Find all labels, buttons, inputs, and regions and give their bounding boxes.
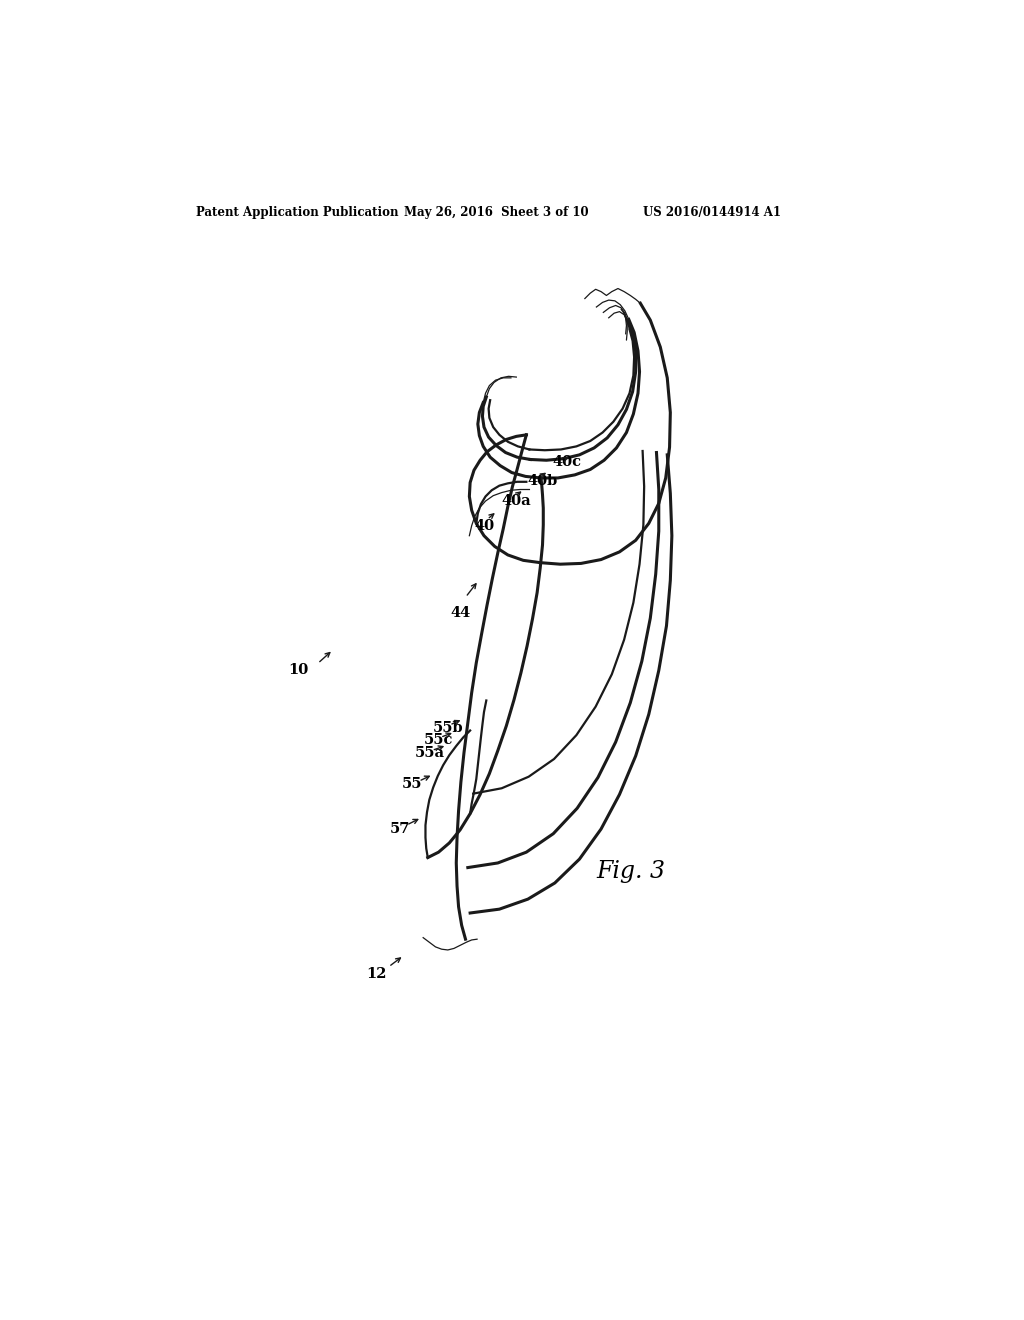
- Text: Fig. 3: Fig. 3: [596, 861, 666, 883]
- Text: 55c: 55c: [424, 733, 454, 747]
- Text: US 2016/0144914 A1: US 2016/0144914 A1: [643, 206, 780, 219]
- Text: 55a: 55a: [415, 746, 444, 760]
- Text: 44: 44: [451, 606, 470, 619]
- Text: 12: 12: [367, 968, 387, 982]
- Text: 40: 40: [474, 519, 495, 532]
- Text: 55: 55: [401, 777, 422, 791]
- Text: 40c: 40c: [553, 455, 582, 470]
- Text: 40b: 40b: [528, 474, 558, 488]
- Text: 40a: 40a: [502, 494, 531, 508]
- Text: 10: 10: [289, 664, 308, 677]
- Text: May 26, 2016  Sheet 3 of 10: May 26, 2016 Sheet 3 of 10: [403, 206, 589, 219]
- Text: 55b: 55b: [433, 721, 464, 735]
- Text: Patent Application Publication: Patent Application Publication: [196, 206, 398, 219]
- Text: 57: 57: [390, 822, 411, 836]
